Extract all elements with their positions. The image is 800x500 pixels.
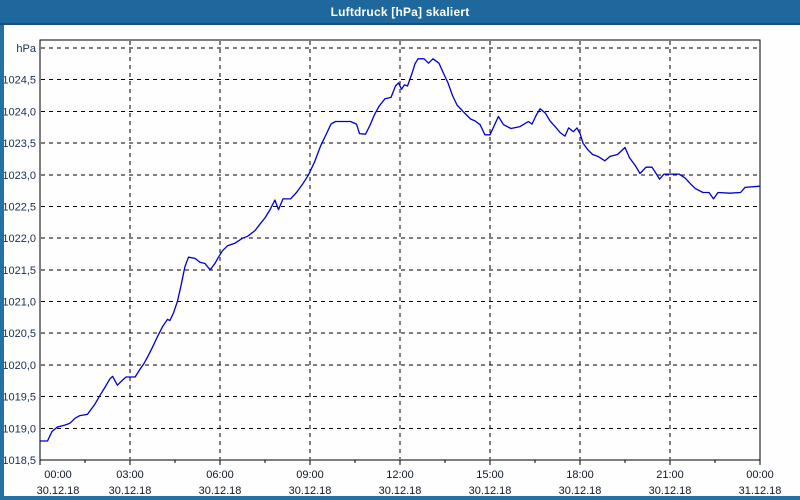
y-tick-label: 1023,5	[2, 138, 36, 150]
y-tick-label: 1019,5	[2, 392, 36, 404]
window-titlebar[interactable]: Luftdruck [hPa] skaliert	[0, 0, 800, 25]
y-tick-label: hPa	[16, 43, 36, 55]
x-tick-time: 18:00	[566, 469, 594, 481]
x-tick-time: 03:00	[116, 469, 144, 481]
x-tick-time: 00:00	[746, 469, 774, 481]
x-tick-date: 30.12.18	[469, 485, 512, 497]
x-tick-date: 30.12.18	[37, 485, 80, 497]
x-tick-time: 09:00	[296, 469, 324, 481]
x-tick-time: 15:00	[476, 469, 504, 481]
y-tick-label: 1024,0	[2, 106, 36, 118]
y-tick-label: 1020,5	[2, 328, 36, 340]
x-tick-time: 00:00	[44, 469, 72, 481]
y-tick-label: 1020,0	[2, 360, 36, 372]
y-tick-label: 1021,0	[2, 297, 36, 309]
x-tick-time: 12:00	[386, 469, 414, 481]
window-bottom-border	[0, 496, 800, 500]
pressure-line	[39, 58, 761, 442]
y-tick-label: 1022,5	[2, 201, 36, 213]
chart-area: hPa 1024,5 1024,0 1023,5 1023,0 1022,5 1022,0 1…	[0, 25, 800, 500]
x-tick-date: 30.12.18	[109, 485, 152, 497]
y-tick-label: 1022,0	[2, 233, 36, 245]
x-tick-time: 21:00	[656, 469, 684, 481]
x-tick-time: 06:00	[206, 469, 234, 481]
y-tick-label: 1018,5	[2, 455, 36, 467]
x-tick-date: 30.12.18	[379, 485, 422, 497]
y-tick-label: 1019,0	[2, 423, 36, 435]
y-tick-label: 1023,0	[2, 170, 36, 182]
pressure-chart: hPa 1024,5 1024,0 1023,5 1023,0 1022,5 1022,0 1…	[2, 39, 782, 497]
x-tick-date: 30.12.18	[559, 485, 602, 497]
x-tick-date: 30.12.18	[649, 485, 692, 497]
window-left-border	[0, 25, 4, 500]
x-tick-date: 30.12.18	[289, 485, 332, 497]
window-title: Luftdruck [hPa] skaliert	[330, 4, 470, 19]
y-tick-label: 1021,5	[2, 265, 36, 277]
x-tick-date: 30.12.18	[199, 485, 242, 497]
x-tick-date: 31.12.18	[739, 485, 782, 497]
y-tick-label: 1024,5	[2, 75, 36, 87]
plot-frame	[39, 39, 761, 461]
